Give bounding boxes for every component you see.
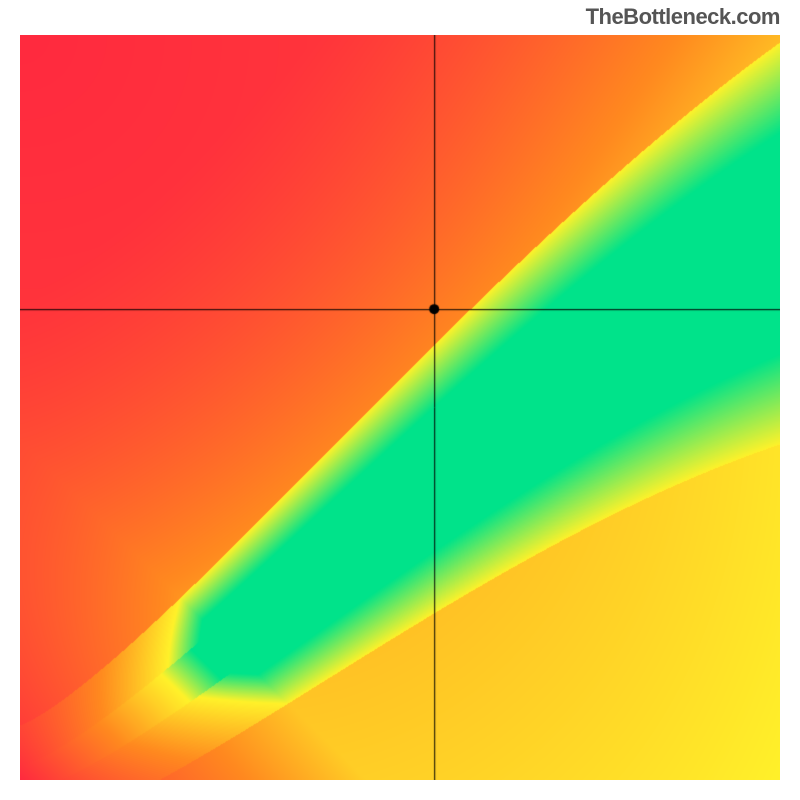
bottleneck-heatmap: [20, 35, 780, 780]
heatmap-canvas: [20, 35, 780, 780]
attribution-text: TheBottleneck.com: [586, 4, 780, 30]
